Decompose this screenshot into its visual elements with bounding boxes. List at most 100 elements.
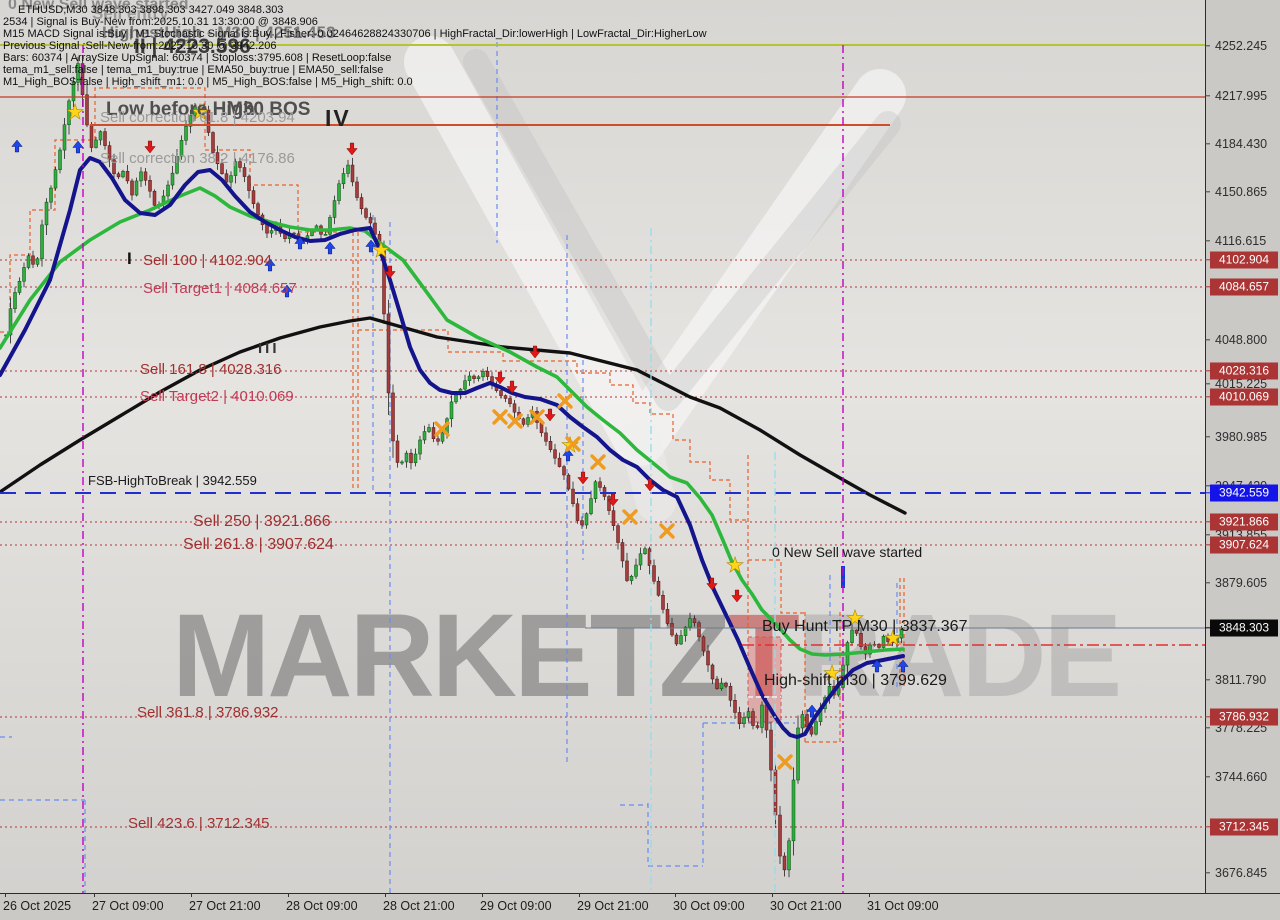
candle-body: [710, 664, 715, 680]
candle-body: [769, 729, 773, 771]
candle-body: [760, 704, 764, 728]
candle-body: [652, 565, 656, 582]
sell-arrow-icon[interactable]: [544, 408, 556, 422]
candle-body: [8, 308, 13, 336]
candle-body: [575, 503, 580, 521]
x-close-signal-icon[interactable]: [777, 754, 793, 770]
candle-body: [413, 453, 418, 464]
sell-arrow-icon[interactable]: [706, 577, 718, 591]
buy-arrow-icon[interactable]: [324, 241, 336, 255]
info-line: ETHUSD,M30 3848.303 3898.303 3427.049 38…: [18, 4, 284, 16]
star-signal-icon[interactable]: ★: [845, 607, 865, 631]
candle-body: [643, 548, 647, 555]
candle-body: [733, 700, 737, 713]
candle-body: [512, 403, 517, 413]
star-signal-icon[interactable]: ★: [883, 627, 903, 651]
buy-arrow-icon[interactable]: [871, 659, 883, 673]
candle-body: [152, 190, 157, 206]
price-tick: [1205, 95, 1210, 97]
candle-body: [179, 140, 184, 157]
candle-body: [188, 115, 193, 127]
buy-arrow-icon[interactable]: [897, 659, 909, 673]
candle-body: [40, 224, 44, 259]
price-tick: [1205, 872, 1210, 874]
candle-body: [386, 313, 391, 394]
x-close-signal-icon[interactable]: [507, 413, 523, 429]
price-tick: [1205, 370, 1210, 372]
buy-arrow-icon[interactable]: [294, 236, 306, 250]
price-axis-label: 4184.430: [1215, 137, 1268, 151]
candle-body: [94, 139, 98, 148]
candles-group[interactable]: [4, 55, 904, 878]
star-signal-icon[interactable]: ★: [65, 101, 85, 125]
buy-arrow-icon[interactable]: [264, 258, 276, 272]
candle-body: [629, 575, 634, 581]
price-axis-label: 4116.615: [1215, 234, 1267, 248]
price-tick: [1205, 776, 1210, 778]
sell-arrow-icon[interactable]: [144, 140, 156, 154]
x-close-signal-icon[interactable]: [565, 436, 581, 452]
buy-arrow-icon[interactable]: [72, 140, 84, 154]
sell-arrow-icon[interactable]: [577, 471, 589, 485]
time-axis-label: 30 Oct 21:00: [770, 899, 842, 913]
x-close-signal-icon[interactable]: [434, 421, 450, 437]
star-signal-icon[interactable]: ★: [822, 662, 842, 686]
candle-body: [400, 461, 404, 464]
candle-body: [391, 392, 395, 442]
price-axis-label: 4150.865: [1215, 185, 1268, 199]
candle-body: [593, 481, 598, 499]
sell-arrow-icon[interactable]: [529, 345, 541, 359]
sell-arrow-icon[interactable]: [346, 142, 358, 156]
x-close-signal-icon[interactable]: [622, 509, 638, 525]
candle-body: [764, 704, 769, 731]
buy-arrow-icon[interactable]: [562, 448, 574, 462]
sell-arrow-icon[interactable]: [506, 380, 518, 394]
price-axis-label: 4048.800: [1215, 333, 1268, 347]
buy-arrow-icon[interactable]: [365, 239, 377, 253]
candle-body: [584, 513, 589, 526]
time-axis-label: 28 Oct 21:00: [383, 899, 455, 913]
watermark-brand: MARKETZTRADE: [172, 588, 1122, 724]
x-close-signal-icon[interactable]: [590, 454, 606, 470]
price-axis[interactable]: 4252.245 4217.995 4184.430 4150.865 4116.615…: [1205, 0, 1280, 893]
buy-arrow-icon[interactable]: [806, 704, 818, 718]
sell-arrow-icon[interactable]: [644, 478, 656, 492]
star-signal-icon[interactable]: ★: [725, 554, 745, 578]
candle-body: [859, 633, 863, 647]
watermark-part1: MARKETZ: [172, 590, 731, 722]
sell-arrow-icon[interactable]: [384, 265, 396, 279]
sell-arrow-icon[interactable]: [731, 589, 743, 603]
buy-arrow-icon[interactable]: [281, 284, 293, 298]
time-axis[interactable]: 26 Oct 2025 27 Oct 09:00 27 Oct 21:00 28 Oc…: [0, 893, 1280, 920]
time-axis-label: 31 Oct 09:00: [867, 899, 939, 913]
candle-body: [454, 394, 458, 403]
time-axis-label: 28 Oct 09:00: [286, 899, 358, 913]
ma-tema-navy: [0, 156, 905, 739]
candle-body: [634, 564, 638, 577]
candle-body: [368, 217, 373, 224]
x-close-signal-icon[interactable]: [557, 393, 573, 409]
candle-body: [337, 183, 341, 201]
candle-body: [359, 197, 364, 209]
candle-body: [139, 171, 143, 182]
star-signal-icon[interactable]: ★: [190, 101, 210, 125]
candle-body: [598, 481, 602, 488]
sell-arrow-icon[interactable]: [607, 493, 619, 507]
price-tick: [1205, 492, 1210, 494]
info-line: Bars: 60374 | ArraySize UpSignal: 60374 …: [3, 52, 392, 64]
x-close-signal-icon[interactable]: [659, 523, 675, 539]
sell-arrow-icon[interactable]: [494, 371, 506, 385]
zone-box[interactable]: [841, 566, 845, 588]
candle-body: [269, 230, 274, 234]
time-axis-label: 29 Oct 09:00: [480, 899, 552, 913]
star-signal-icon[interactable]: ★: [371, 239, 391, 263]
candle-body: [58, 149, 62, 170]
x-close-signal-icon[interactable]: [529, 409, 545, 425]
candle-body: [886, 635, 890, 642]
buy-arrow-icon[interactable]: [11, 139, 23, 153]
candle-body: [121, 170, 125, 178]
time-tick: [94, 893, 96, 897]
x-close-signal-icon[interactable]: [492, 409, 508, 425]
price-tick: [1205, 544, 1210, 546]
